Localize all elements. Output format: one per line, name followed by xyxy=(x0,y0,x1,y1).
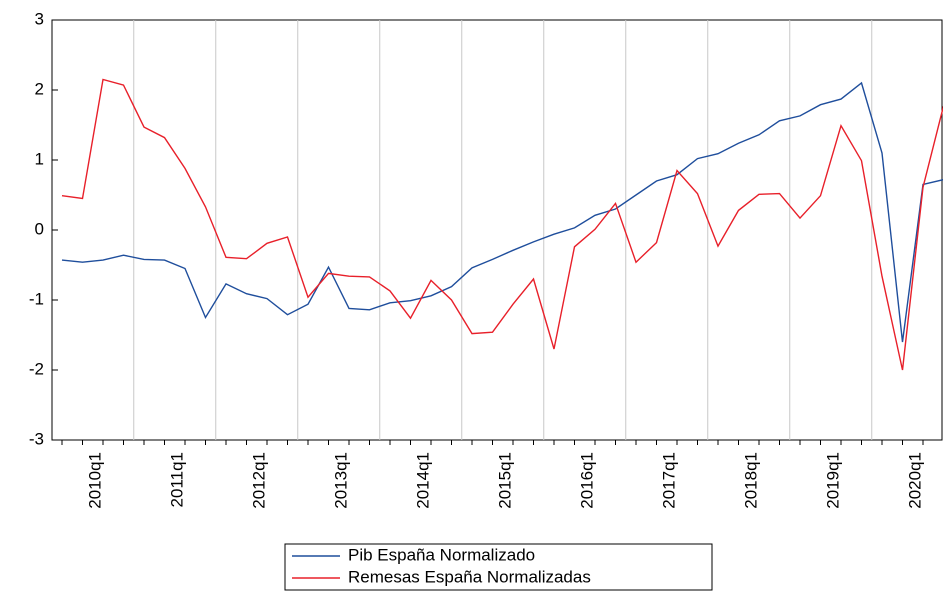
x-tick-label: 2013q1 xyxy=(331,452,350,509)
y-tick-label: 1 xyxy=(35,149,44,168)
y-tick-label: -1 xyxy=(29,289,44,308)
x-tick-label: 2015q1 xyxy=(495,452,514,509)
x-tick-label: 2020q1 xyxy=(905,452,924,509)
x-tick-label: 2017q1 xyxy=(659,452,678,509)
y-tick-label: 2 xyxy=(35,79,44,98)
legend-box xyxy=(284,543,713,591)
x-tick-label: 2018q1 xyxy=(741,452,760,509)
x-tick-label: 2014q1 xyxy=(413,452,432,509)
y-tick-label: -3 xyxy=(29,429,44,448)
plot-frame xyxy=(51,19,943,441)
x-tick-label: 2012q1 xyxy=(249,452,268,509)
series-line xyxy=(61,78,943,371)
y-tick-label: -2 xyxy=(29,359,44,378)
legend-label: Pib España Normalizado xyxy=(348,545,535,564)
x-tick-label: 2011q1 xyxy=(167,452,186,507)
x-tick-label: 2010q1 xyxy=(85,452,104,509)
y-tick-label: 0 xyxy=(35,219,44,238)
y-tick-label: 3 xyxy=(35,9,44,28)
x-tick-label: 2016q1 xyxy=(577,452,596,509)
legend-label: Remesas España Normalizadas xyxy=(348,567,591,586)
series-line xyxy=(61,81,943,343)
x-tick-label: 2019q1 xyxy=(823,452,842,509)
